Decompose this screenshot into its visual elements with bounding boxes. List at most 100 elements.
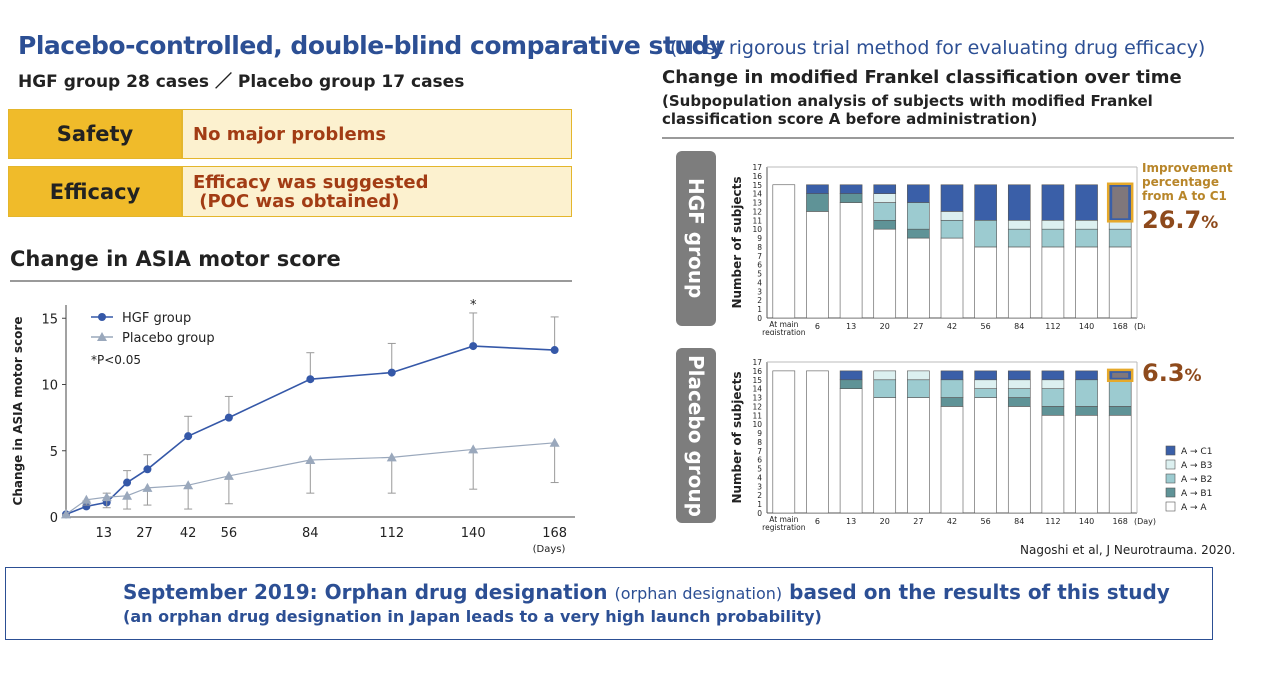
y-tick-label: 15: [752, 376, 762, 385]
data-point-hgf: [469, 342, 478, 351]
bar-segment: [1007, 219, 1031, 230]
y-tick-label: 1: [757, 500, 762, 509]
y-tick-label: 9: [757, 429, 762, 438]
conclusion-line1-small: (orphan designation): [614, 584, 783, 603]
bar-segment: [940, 397, 964, 407]
bar-segment: [907, 228, 930, 239]
x-tick-label: 112: [1045, 517, 1060, 526]
bar-segment: [1007, 388, 1031, 398]
y-tick-label: 3: [757, 287, 762, 296]
bar-segment: [839, 370, 863, 381]
legend-label-hgf: HGF group: [122, 311, 191, 326]
bar-segment: [1041, 228, 1065, 248]
y-tick-label: 6: [757, 261, 762, 270]
data-point-placebo: [81, 494, 92, 504]
y-tick-label: 2: [757, 296, 762, 305]
bar-segment: [1007, 397, 1031, 407]
bar-segment: [806, 370, 829, 514]
bar-segment: [1108, 228, 1132, 248]
bar-segment: [940, 379, 964, 398]
bar-segment: [907, 397, 930, 514]
y-tick-label: 0: [757, 509, 762, 518]
bar-segment: [772, 184, 796, 319]
line-chart-divider: [10, 280, 572, 282]
page-title: Placebo-controlled, double-blind compara…: [18, 31, 725, 60]
efficacy-value: Efficacy was suggested (POC was obtained…: [181, 167, 571, 216]
conclusion-line1-a: September 2019: Orphan drug designation: [123, 580, 615, 604]
legend-swatch: [1165, 487, 1176, 498]
data-point-hgf: [143, 465, 152, 474]
hgf-improvement-number: 26.7: [1142, 206, 1202, 234]
y-tick-label: 12: [752, 402, 762, 411]
y-tick-label: 11: [752, 411, 762, 420]
x-tick-label: 13: [846, 322, 856, 331]
bar-segment: [1075, 184, 1098, 221]
x-tick-label: 84: [1014, 322, 1024, 331]
safety-value-text: No major problems: [193, 123, 387, 145]
y-tick-label: 5: [757, 270, 762, 279]
bar-segment: [974, 184, 997, 221]
y-tick-label: 17: [752, 163, 762, 172]
bar-segment: [839, 379, 863, 389]
y-tick-label: 8: [757, 438, 762, 447]
y-tick-label: 13: [752, 199, 762, 208]
bar-segment: [974, 397, 997, 514]
hgf-group-label-text: HGF group: [684, 178, 708, 299]
bar-segment: [1041, 246, 1065, 319]
data-point-placebo: [122, 490, 133, 500]
data-point-hgf: [82, 502, 91, 511]
data-point-placebo: [223, 470, 234, 480]
data-point-hgf: [123, 478, 132, 487]
bar-segment: [1075, 370, 1098, 381]
bar-segment: [974, 246, 997, 319]
x-tick-label: 168: [1113, 322, 1128, 331]
data-point-placebo: [101, 492, 112, 502]
highlight-box: [1106, 182, 1134, 223]
bar-segment: [873, 184, 897, 194]
significance-marker: *: [470, 298, 477, 313]
hgf-improvement-pct: %: [1201, 213, 1219, 233]
bar-segment: [1007, 370, 1031, 381]
legend-swatch: [1165, 445, 1176, 456]
data-point-placebo: [468, 444, 479, 454]
bar-segment: [806, 193, 829, 212]
data-point-placebo: [386, 452, 397, 462]
conclusion-line1: September 2019: Orphan drug designation …: [123, 580, 1170, 604]
safety-row: Safety No major problems: [8, 109, 572, 159]
x-tick-label: 13: [96, 526, 113, 541]
x-tick-label: 42: [947, 322, 957, 331]
case-counts: HGF group 28 cases ／ Placebo group 17 ca…: [18, 72, 465, 92]
bar-segment: [873, 397, 897, 514]
bar-segment: [1108, 246, 1132, 319]
legend-label: A → A: [1181, 503, 1207, 513]
x-tick-label: 56: [981, 322, 991, 331]
x-tick-label: 42: [180, 526, 197, 541]
bar-segment: [806, 211, 829, 319]
data-point-placebo: [142, 482, 153, 492]
bar-segment: [839, 202, 863, 319]
y-tick-label: 14: [752, 385, 762, 394]
x-tick-label: 112: [1045, 322, 1060, 331]
bar-segment: [1075, 219, 1098, 230]
hgf-improvement-value: 26.7%: [1142, 206, 1218, 234]
y-tick-label: 4: [757, 278, 762, 287]
efficacy-value-line2: (POC was obtained): [193, 190, 400, 212]
x-tick-label: 6: [815, 322, 820, 331]
x-tick-label: 13: [846, 517, 856, 526]
legend-label-placebo: Placebo group: [122, 331, 215, 346]
bar-segment: [1108, 406, 1132, 416]
y-tick-label: 3: [757, 482, 762, 491]
x-tick-label: 84: [302, 526, 319, 541]
bar-segment: [1108, 414, 1132, 514]
legend-label: A → C1: [1181, 447, 1212, 457]
bar-segment: [839, 193, 863, 203]
x-tick-label: 56: [981, 517, 991, 526]
x-tick-label: 42: [947, 517, 957, 526]
data-point-placebo: [61, 509, 71, 519]
placebo-improvement-pct: %: [1184, 366, 1202, 386]
safety-value: No major problems: [181, 110, 571, 158]
bar-segment: [940, 406, 964, 514]
y-tick-label: 12: [752, 207, 762, 216]
bar-segment: [1075, 246, 1098, 319]
